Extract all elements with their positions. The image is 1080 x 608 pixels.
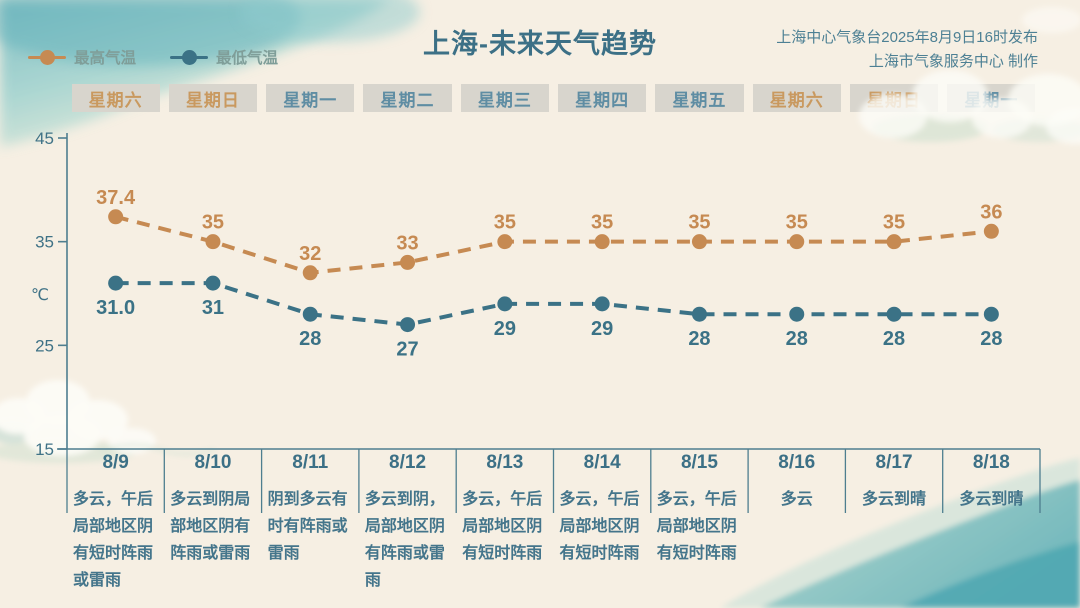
max-temp-point (302, 265, 318, 281)
min-temp-value-label: 28 (883, 328, 905, 350)
y-tick-label: 25 (35, 336, 54, 355)
min-temp-line (115, 281, 992, 327)
max-temp-value-label: 36 (980, 201, 1002, 223)
legend-label-max-temp: 最高气温 (74, 50, 137, 67)
min-temp-value-label: 28 (299, 328, 321, 350)
min-temp-value-label: 29 (494, 318, 516, 340)
min-temp-point (886, 306, 902, 322)
forecast-date-label: 8/18 (972, 452, 1010, 473)
forecast-date-label: 8/11 (292, 452, 329, 473)
min-temp-point (108, 275, 124, 291)
min-temp-value-label: 28 (786, 328, 808, 350)
forecast-date-label: 8/15 (680, 452, 718, 473)
weather-description: 多云到晴 (959, 491, 1024, 508)
weather-description: 多云 (780, 491, 813, 508)
day-header-box-5: 星期三 (460, 84, 549, 112)
weather-description: 多云，午后局部地区阴有短时阵雨 (559, 491, 640, 562)
weather-description: 多云，午后局部地区阴有短时阵雨 (462, 491, 543, 562)
max-temp-point (789, 234, 805, 250)
day-header-box-6: 星期四 (558, 84, 647, 112)
y-axis-unit-label: ℃ (31, 287, 49, 304)
y-tick-label: 35 (35, 233, 54, 252)
min-temp-marker-icon (170, 49, 209, 65)
weather-description: 多云，午后局部地区阴有短时阵雨或雷雨 (73, 491, 154, 589)
forecast-date-label: 8/9 (102, 452, 129, 473)
min-temp-value-label: 31 (202, 297, 224, 319)
weather-description: 多云到阴，局部地区阴有阵雨或雷雨 (364, 491, 445, 589)
forecast-date-label: 8/10 (194, 452, 232, 473)
publisher-line1: 上海中心气象台2025年8月9日16时发布 (776, 29, 1038, 46)
forecast-date-label: 8/16 (778, 452, 816, 473)
min-temp-point (302, 306, 318, 322)
day-header-box-8: 星期六 (752, 84, 841, 112)
max-temp-value-label: 35 (202, 212, 224, 234)
forecast-date-label: 8/13 (486, 452, 524, 473)
max-temp-value-label: 35 (591, 212, 613, 234)
min-temp-point (400, 317, 416, 333)
y-tick-label: 45 (35, 129, 54, 148)
day-header-label: 星期二 (380, 90, 435, 110)
min-temp-point (594, 296, 610, 312)
weather-description: 多云，午后局部地区阴有短时阵雨 (656, 491, 737, 562)
max-temp-point (886, 234, 902, 250)
max-temp-point (497, 234, 513, 250)
max-temp-point (691, 234, 707, 250)
weather-description: 多云到晴 (862, 491, 927, 508)
forecast-date-label: 8/12 (389, 452, 427, 473)
max-temp-value-label: 35 (786, 212, 808, 234)
chart-legend: 最高气温 最低气温 (28, 46, 278, 68)
min-temp-point (983, 306, 999, 322)
max-temp-value-label: 35 (883, 212, 905, 234)
page-title: 上海-未来天气趋势 (423, 29, 657, 59)
min-temp-value-label: 28 (980, 328, 1002, 350)
max-temp-point (983, 223, 999, 239)
weather-description: 多云到阴局部地区阴有阵雨或雷雨 (170, 491, 251, 562)
max-temp-marker-icon (28, 49, 66, 65)
min-temp-value-label: 29 (591, 318, 613, 340)
min-temp-value-label: 31.0 (96, 297, 135, 319)
max-temp-value-label: 35 (494, 212, 516, 234)
publisher-line2: 上海市气象服务中心 制作 (868, 53, 1038, 70)
max-temp-point (205, 234, 221, 250)
day-header-label: 星期六 (769, 90, 824, 110)
legend-item-min-temp: 最低气温 (170, 46, 278, 68)
min-temp-value-label: 27 (396, 339, 418, 361)
max-temp-value-label: 37.4 (96, 187, 136, 209)
legend-label-min-temp: 最低气温 (216, 50, 279, 67)
max-temp-point (594, 234, 610, 250)
weather-description: 阴到多云有时有阵雨或雷雨 (267, 491, 348, 562)
min-temp-value-label: 28 (688, 328, 710, 350)
max-temp-value-label: 33 (396, 232, 418, 254)
max-temp-line (115, 214, 992, 275)
max-temp-point (400, 254, 416, 270)
forecast-date-label: 8/14 (583, 452, 621, 473)
min-temp-point (205, 275, 221, 291)
publisher-info: 上海中心气象台2025年8月9日16时发布 上海市气象服务中心 制作 (776, 26, 1038, 74)
day-header-label: 星期四 (575, 90, 630, 110)
legend-item-max-temp: 最高气温 (28, 46, 136, 68)
day-header-label: 星期三 (477, 90, 532, 110)
day-header-box-7: 星期五 (655, 84, 744, 112)
max-temp-value-label: 35 (688, 212, 710, 234)
day-header-label: 星期五 (672, 90, 727, 110)
max-temp-point (108, 209, 124, 225)
forecast-date-label: 8/17 (875, 452, 913, 473)
min-temp-point (497, 296, 513, 312)
min-temp-point (691, 306, 707, 322)
y-tick-label: 15 (35, 440, 54, 459)
max-temp-value-label: 32 (299, 243, 321, 265)
min-temp-point (789, 306, 805, 322)
